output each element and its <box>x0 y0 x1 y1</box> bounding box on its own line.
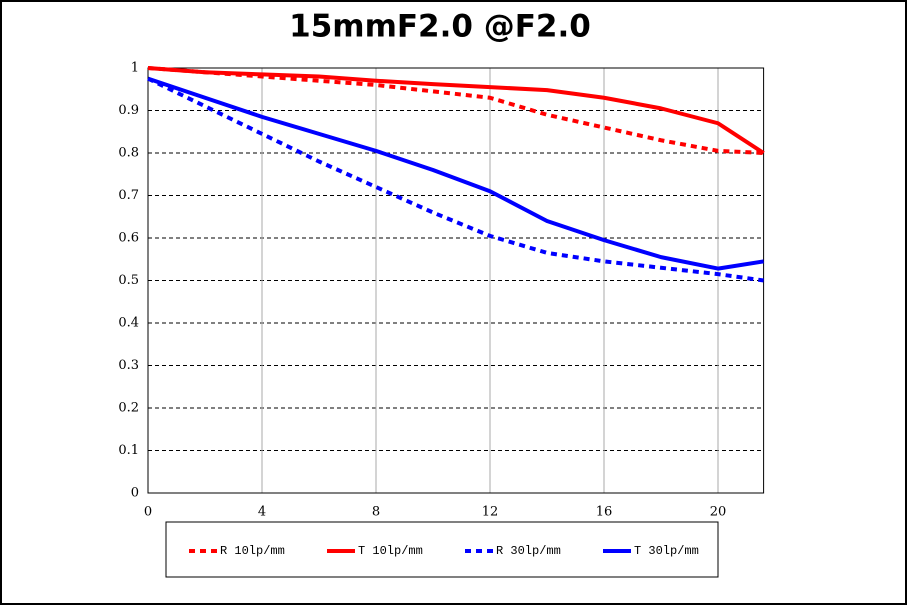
x-tick-label: 12 <box>482 505 499 520</box>
y-tick-label: 0.4 <box>118 316 139 331</box>
x-tick-label: 4 <box>258 505 266 520</box>
legend-label: T 10lp/mm <box>358 544 423 558</box>
y-tick-label: 0.6 <box>118 231 139 246</box>
x-tick-label: 8 <box>372 505 380 520</box>
y-tick-label: 1 <box>131 61 139 76</box>
y-tick-label: 0.8 <box>118 146 139 161</box>
y-tick-label: 0.7 <box>118 188 139 203</box>
x-tick-label: 16 <box>596 505 613 520</box>
series-line <box>147 76 764 283</box>
x-tick-label: 20 <box>710 505 727 520</box>
y-tick-label: 0.2 <box>118 401 139 416</box>
legend-box <box>165 521 719 578</box>
y-tick-label: 0 <box>131 486 139 501</box>
series-line <box>147 76 764 271</box>
y-tick-label: 0.3 <box>118 358 139 373</box>
x-tick-label: 0 <box>144 505 152 520</box>
y-tick-label: 0.5 <box>118 273 139 288</box>
y-tick-label: 0.1 <box>118 443 139 458</box>
legend-label: R 30lp/mm <box>496 544 561 558</box>
chart-title: 15mmF2.0 @F2.0 <box>289 9 591 45</box>
series-line <box>147 66 765 155</box>
legend-label: T 30lp/mm <box>634 544 699 558</box>
y-tick-label: 0.9 <box>118 103 139 118</box>
legend-label: R 10lp/mm <box>220 544 285 558</box>
